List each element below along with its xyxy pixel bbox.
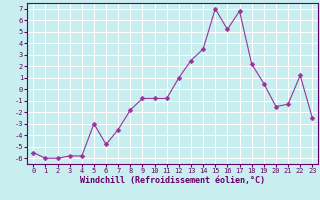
X-axis label: Windchill (Refroidissement éolien,°C): Windchill (Refroidissement éolien,°C) xyxy=(80,176,265,185)
